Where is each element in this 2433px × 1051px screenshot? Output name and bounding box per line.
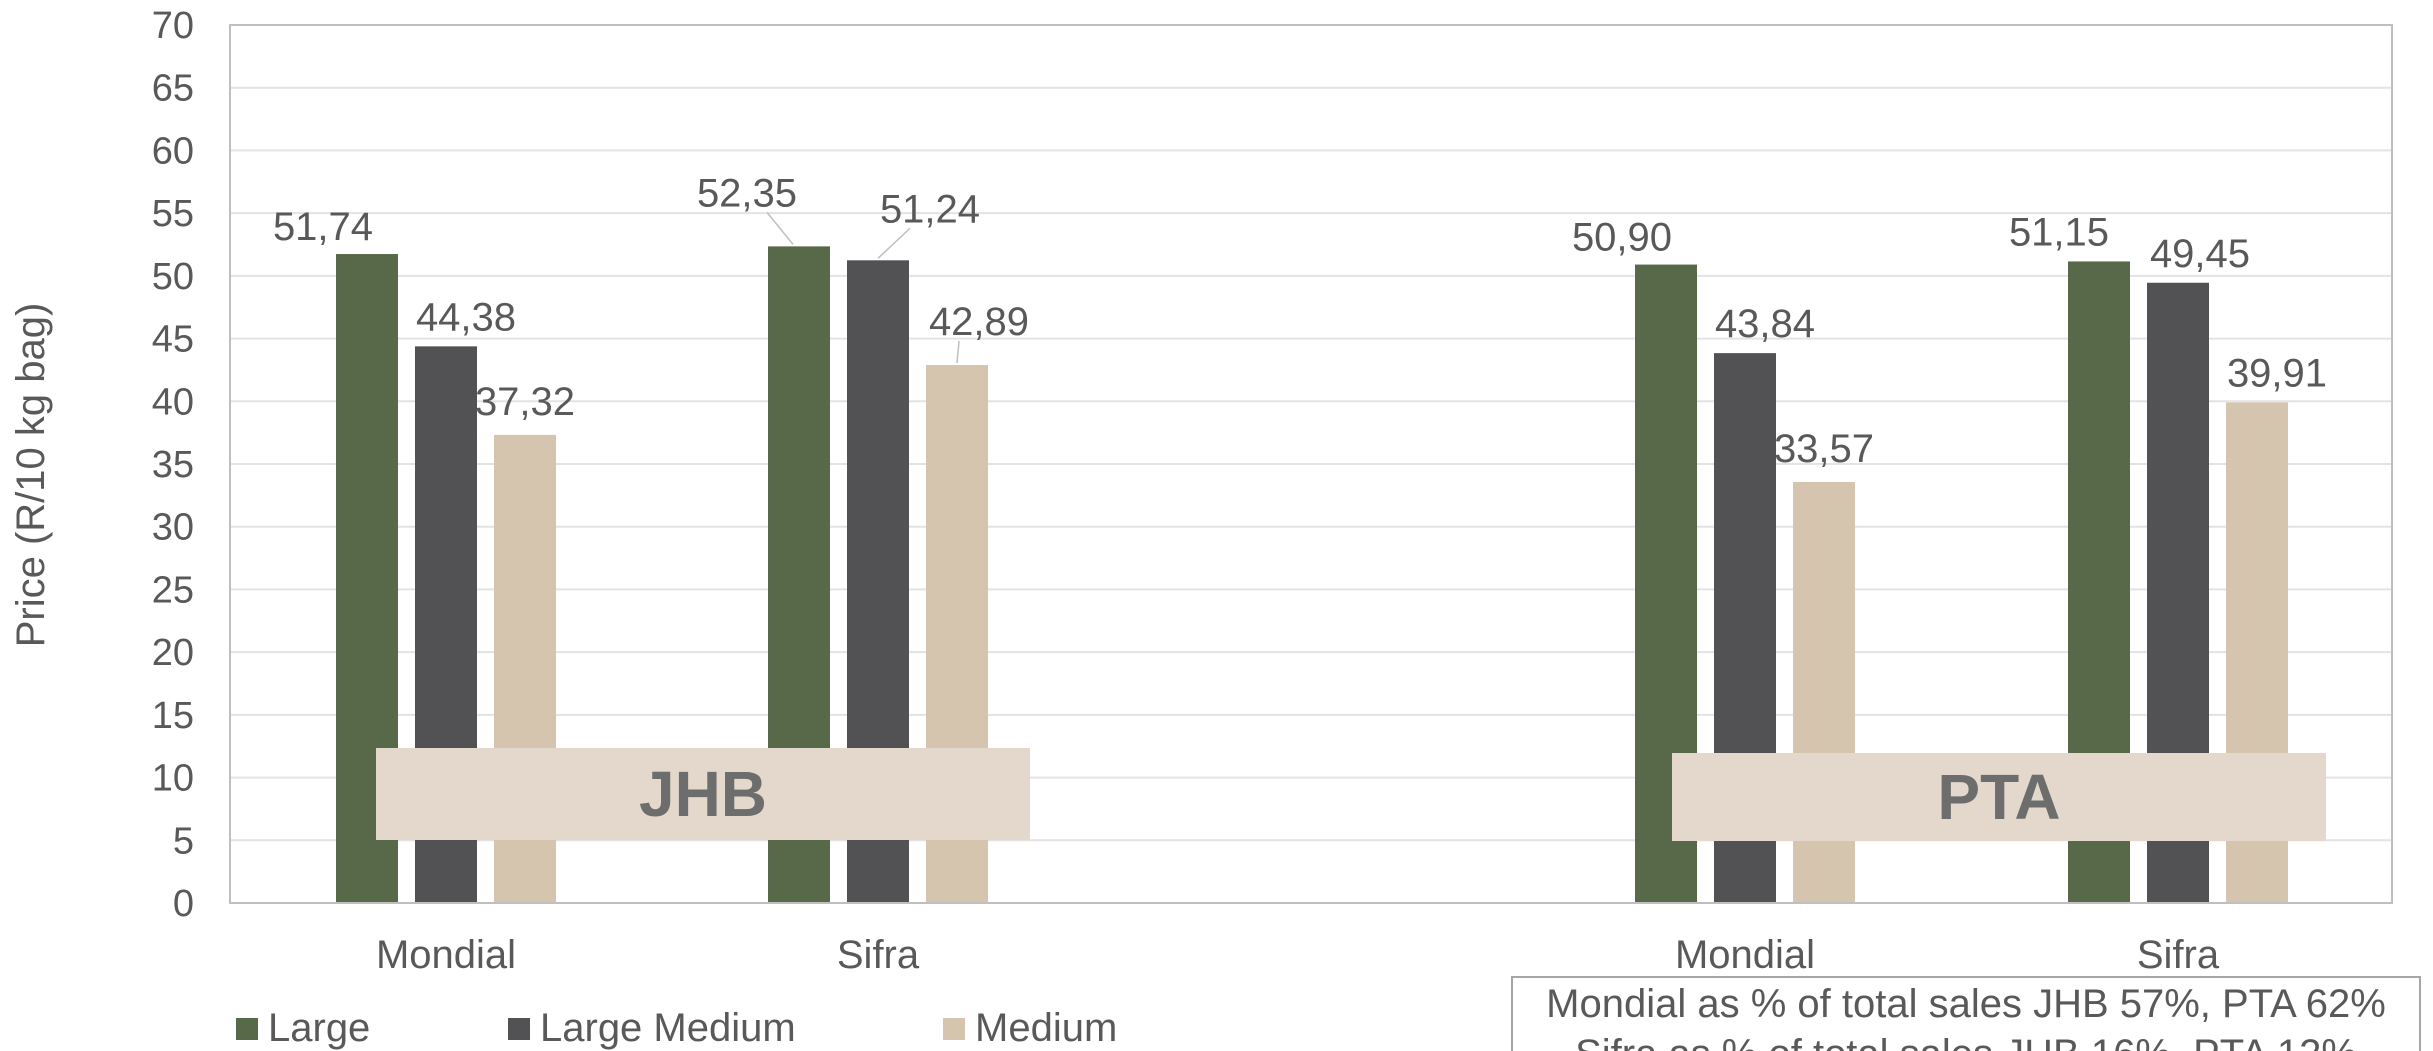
region-banner xyxy=(376,748,1030,840)
y-tick-label: 70 xyxy=(152,5,194,47)
x-category-label: Sifra xyxy=(837,933,920,977)
share-note-line: Sifra as % of total sales JHB 16%, PTA 1… xyxy=(1575,1032,2357,1051)
share-note-box xyxy=(1511,976,2421,1051)
y-tick-label: 40 xyxy=(152,381,194,423)
y-tick-label: 55 xyxy=(152,193,194,235)
data-label: 39,91 xyxy=(2227,351,2327,395)
y-tick-label: 60 xyxy=(152,130,194,172)
y-tick-label: 65 xyxy=(152,68,194,110)
data-label: 44,38 xyxy=(416,295,516,339)
y-tick-label: 15 xyxy=(152,695,194,737)
legend-swatch xyxy=(508,1018,530,1040)
x-category-label: Mondial xyxy=(376,933,516,977)
label-leader-line xyxy=(956,340,960,364)
region-banner-label: JHB xyxy=(639,758,767,830)
data-label: 37,32 xyxy=(475,380,575,424)
data-labels: 51,74 52,35 50,90 51,15 44,38 51,24 43,84 49,45… xyxy=(273,171,2327,471)
region-banners: JHB PTA xyxy=(376,748,2326,841)
y-tick-label: 50 xyxy=(152,256,194,298)
data-label: 42,89 xyxy=(929,300,1029,344)
label-leader-line xyxy=(877,227,911,259)
y-tick-label: 30 xyxy=(152,507,194,549)
y-tick-label: 45 xyxy=(152,319,194,361)
share-note: Mondial as % of total sales JHB 57%, PTA… xyxy=(1511,976,2421,1051)
y-tick-label: 5 xyxy=(173,820,194,862)
data-label: 51,74 xyxy=(273,205,373,249)
y-tick-label: 25 xyxy=(152,569,194,611)
x-category-label: Sifra xyxy=(2137,933,2220,977)
data-label: 43,84 xyxy=(1715,302,1815,346)
y-axis-title: Price (R/10 kg bag) xyxy=(9,303,53,648)
data-label: 52,35 xyxy=(697,171,797,215)
y-tick-label: 20 xyxy=(152,632,194,674)
data-label: 33,57 xyxy=(1774,427,1874,471)
legend-label: Large Medium xyxy=(540,1006,796,1050)
legend-swatch xyxy=(236,1018,258,1040)
plot-frame xyxy=(229,24,2393,904)
data-label: 51,15 xyxy=(2009,210,2109,254)
axes: 0 5 10 15 20 25 30 35 40 45 50 55 60 65 70 Mondial Sifra… xyxy=(152,5,2393,977)
data-label: 51,24 xyxy=(880,187,980,231)
region-banner xyxy=(1672,753,2326,841)
legend-swatch xyxy=(943,1018,965,1040)
data-label: 50,90 xyxy=(1572,216,1672,260)
legend-label: Large xyxy=(268,1006,370,1050)
data-label: 49,45 xyxy=(2150,232,2250,276)
y-tick-label: 10 xyxy=(152,758,194,800)
share-note-line: Mondial as % of total sales JHB 57%, PTA… xyxy=(1546,982,2386,1026)
y-tick-label: 35 xyxy=(152,444,194,486)
y-tick-label: 0 xyxy=(173,883,194,925)
legend: Large Large Medium Medium xyxy=(236,1006,1117,1050)
x-category-label: Mondial xyxy=(1675,933,1815,977)
legend-label: Medium xyxy=(975,1006,1117,1050)
label-leader-line xyxy=(766,211,794,245)
region-banner-label: PTA xyxy=(1937,761,2060,833)
